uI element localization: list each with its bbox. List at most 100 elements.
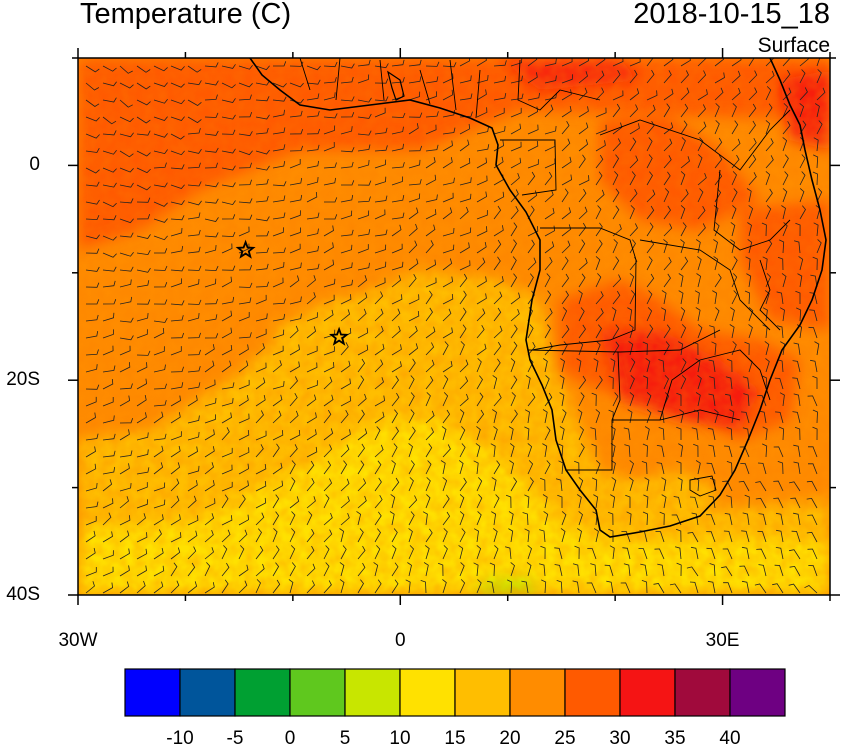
wind-barb — [776, 529, 784, 543]
wind-barb — [391, 243, 403, 254]
wind-barb — [459, 177, 472, 186]
wind-barb — [723, 445, 733, 458]
wind-barb — [442, 409, 451, 424]
wind-barb — [792, 360, 801, 373]
wind-barb — [510, 58, 523, 67]
wind-barb — [187, 128, 201, 135]
wind-barb — [612, 171, 619, 186]
wind-barb — [289, 325, 299, 339]
wind-barb — [357, 74, 370, 84]
wind-barb — [170, 580, 180, 594]
wind-barb — [741, 411, 750, 424]
wind-barb — [730, 307, 735, 322]
wind-barb — [204, 446, 215, 458]
wind-barb — [425, 477, 431, 492]
wind-barb — [119, 417, 134, 424]
wind-barb — [187, 465, 200, 475]
wind-barb — [505, 494, 512, 509]
wind-barb — [289, 429, 301, 441]
wind-barb — [407, 562, 412, 577]
wind-barb — [238, 545, 245, 560]
wind-barb — [765, 86, 772, 101]
wind-barb — [408, 310, 420, 322]
wind-barb — [374, 495, 383, 509]
wind-barb — [538, 563, 546, 577]
wind-barb — [306, 345, 318, 356]
wind-barb — [323, 259, 335, 271]
wind-barb — [475, 443, 481, 458]
wind-barb — [663, 341, 670, 356]
wind-barb — [272, 261, 285, 271]
wind-barb — [561, 89, 572, 101]
wind-barb — [629, 273, 635, 288]
wind-barb — [442, 207, 453, 220]
wind-barb — [504, 546, 512, 560]
wind-barb — [289, 545, 296, 560]
wind-barb — [646, 256, 653, 271]
wind-barb — [324, 214, 338, 220]
wind-barb — [697, 172, 707, 186]
wind-barb — [782, 87, 792, 101]
wind-barb — [153, 547, 164, 560]
wind-barb — [687, 531, 699, 543]
wind-barb — [748, 103, 757, 118]
wind-barb — [676, 426, 682, 440]
wind-barb — [524, 426, 530, 441]
wind-barb — [272, 430, 284, 441]
wind-barb — [510, 375, 518, 390]
wind-barb — [136, 99, 151, 106]
wind-barb — [527, 190, 538, 203]
wind-barb — [425, 224, 436, 237]
wind-barb — [813, 154, 819, 169]
wind-barb — [527, 290, 535, 305]
wind-barb — [153, 400, 167, 407]
wind-barb — [680, 156, 690, 169]
wind-barb — [119, 335, 134, 341]
wind-barb — [742, 427, 750, 441]
wind-barb — [408, 325, 418, 339]
wind-barb — [542, 443, 548, 458]
wind-barb — [493, 393, 502, 407]
wind-barb — [85, 248, 100, 254]
wind-barb — [272, 545, 280, 560]
wind-barb — [374, 195, 388, 203]
wind-barb — [595, 291, 604, 305]
wind-barb — [170, 116, 185, 121]
wind-barb — [744, 341, 750, 356]
wind-barb — [119, 198, 134, 204]
wind-barb — [204, 80, 219, 86]
wind-barb — [790, 497, 801, 509]
wind-barb — [656, 462, 665, 475]
wind-barb — [204, 562, 211, 577]
wind-barb — [306, 394, 317, 407]
wind-barb — [170, 462, 181, 475]
wind-barb — [374, 511, 382, 526]
wind-barb — [638, 548, 648, 560]
wind-barb — [357, 59, 371, 67]
wind-barb — [425, 61, 440, 67]
x-tick-label: 30W — [58, 630, 98, 651]
wind-barb — [808, 565, 818, 577]
wind-barb — [272, 277, 284, 288]
wind-barb — [136, 548, 148, 560]
wind-barb — [591, 477, 598, 492]
wind-barb — [204, 217, 219, 222]
wind-barb — [559, 392, 565, 407]
wind-barb — [578, 307, 585, 322]
wind-barb — [476, 477, 483, 492]
wind-barb — [204, 547, 214, 560]
wind-barb — [816, 69, 822, 84]
wind-barb — [442, 341, 449, 356]
wind-barb — [744, 290, 751, 305]
wind-barb — [697, 137, 704, 152]
wind-barb — [136, 499, 148, 509]
wind-barb — [774, 377, 784, 390]
wind-barb — [476, 157, 488, 169]
wind-barb — [289, 227, 301, 237]
wind-barb — [646, 90, 658, 101]
wind-barb — [476, 89, 487, 101]
wind-barb — [678, 443, 684, 458]
wind-barb — [221, 562, 230, 577]
wind-barb — [440, 460, 446, 475]
wind-barb — [323, 478, 333, 492]
